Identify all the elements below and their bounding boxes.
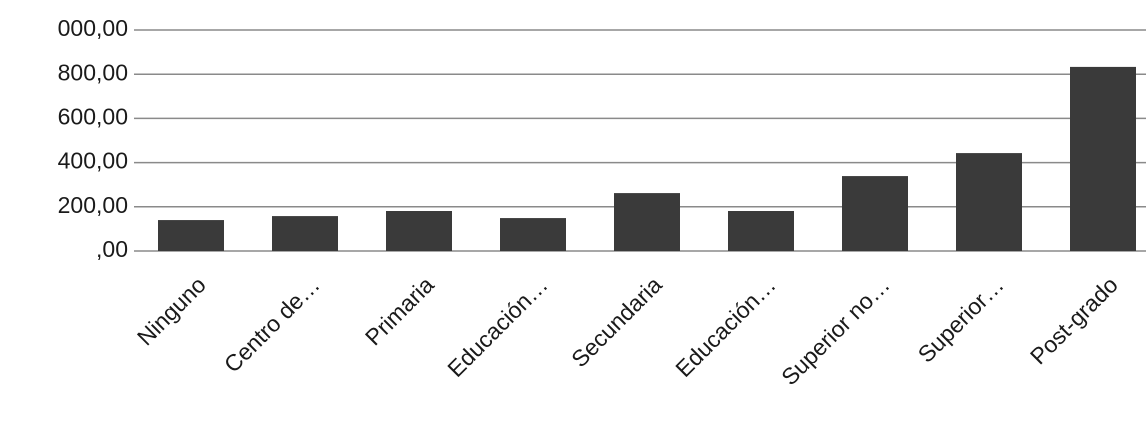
x-tick-label: Primaria (360, 271, 439, 350)
bar (614, 193, 680, 251)
bar (956, 153, 1022, 251)
bar (842, 176, 908, 251)
x-tick-label: Secundaria (566, 271, 667, 372)
bar (1070, 66, 1136, 251)
bar (728, 210, 794, 251)
y-tick-label: ,00 (96, 236, 128, 262)
x-tick-label: Ninguno (132, 271, 211, 350)
x-tick-label: Centro de… (219, 271, 325, 377)
y-tick-label: 400,00 (58, 148, 128, 174)
y-tick-label: 800,00 (58, 59, 128, 85)
bar (272, 216, 338, 251)
x-tick-label: Superior… (913, 271, 1009, 367)
bar (158, 220, 224, 251)
bar (386, 210, 452, 251)
x-tick-label: Post-grado (1025, 271, 1123, 369)
y-tick-label: 600,00 (58, 103, 128, 129)
x-tick-label: Superior no… (776, 271, 895, 390)
y-tick-label: 200,00 (58, 192, 128, 218)
bar (500, 218, 566, 251)
x-tick-label: Educación… (670, 271, 781, 382)
x-tick-label: Educación… (442, 271, 553, 382)
y-tick-label: 000,00 (58, 15, 128, 41)
